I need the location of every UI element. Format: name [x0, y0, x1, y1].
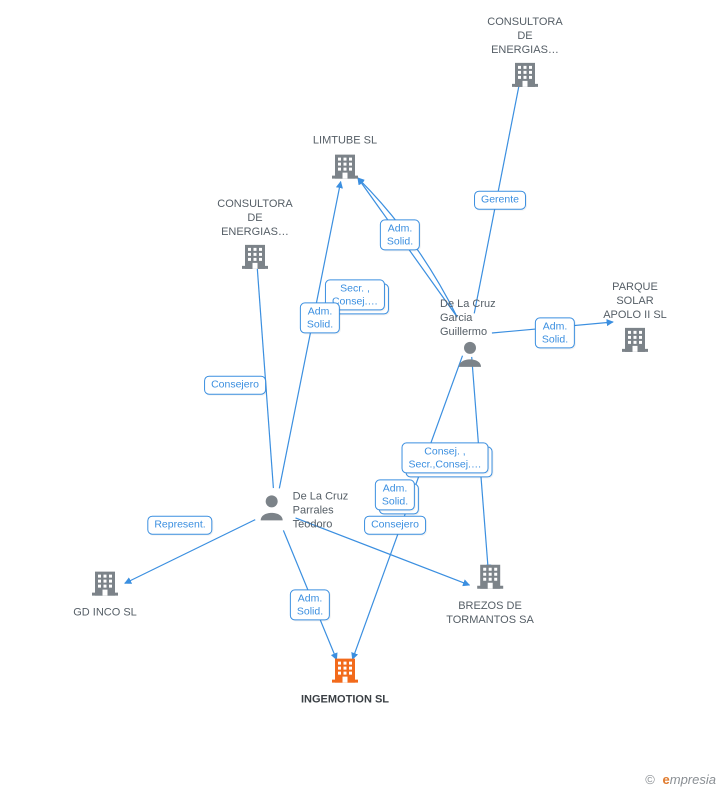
edge-label[interactable]: Gerente	[474, 191, 526, 210]
company-node-parque[interactable]: PARQUE SOLAR APOLO II SL	[595, 279, 675, 361]
brand-e: e	[663, 772, 670, 787]
person-node-guillermo[interactable]: De La Cruz Garcia Guillermo	[430, 296, 510, 374]
node-label: BREZOS DE TORMANTOS SA	[446, 600, 534, 628]
edge-label[interactable]: Consejero	[364, 516, 426, 535]
node-label: De La Cruz Garcia Guillermo	[440, 298, 520, 339]
edge-line	[257, 259, 274, 488]
person-node-teodoro[interactable]: De La Cruz Parrales Teodoro	[257, 488, 349, 531]
edge-label[interactable]: Consejero	[204, 376, 266, 395]
company-node-gdinco[interactable]: GD INCO SL	[65, 566, 145, 621]
edge-label[interactable]: Adm. Solid.	[380, 219, 420, 250]
building-icon	[301, 653, 389, 692]
edge-label[interactable]: Adm. Solid.	[300, 302, 340, 333]
building-icon	[485, 57, 565, 96]
watermark: © empresia	[645, 772, 716, 787]
node-label: INGEMOTION SL	[301, 694, 389, 708]
building-icon	[215, 239, 295, 278]
edge-label[interactable]: Adm. Solid.	[375, 479, 415, 510]
node-label: De La Cruz Parrales Teodoro	[293, 490, 349, 531]
person-icon	[257, 493, 287, 528]
node-label: LIMTUBE SL	[305, 135, 385, 149]
company-node-limtube[interactable]: LIMTUBE SL	[305, 133, 385, 188]
company-node-consultora1[interactable]: CONSULTORA DE ENERGIAS…	[485, 14, 565, 96]
building-icon	[595, 322, 675, 361]
company-node-ingemotion[interactable]: INGEMOTION SL	[301, 653, 389, 708]
building-icon	[446, 559, 534, 598]
network-diagram: GerenteAdm. Solid.Secr. , Consej.…Secr. …	[0, 0, 728, 795]
building-icon	[65, 566, 145, 605]
edge-label[interactable]: Adm. Solid.	[535, 317, 575, 348]
node-label: PARQUE SOLAR APOLO II SL	[595, 281, 675, 322]
node-label: CONSULTORA DE ENERGIAS…	[485, 16, 565, 57]
edge-label[interactable]: Represent.	[147, 516, 212, 535]
edge-label[interactable]: Consej. , Secr.,Consej.…	[402, 442, 489, 473]
building-icon	[305, 148, 385, 187]
copyright-symbol: ©	[645, 772, 655, 787]
node-label: GD INCO SL	[65, 607, 145, 621]
person-icon	[430, 339, 510, 374]
node-label: CONSULTORA DE ENERGIAS…	[215, 198, 295, 239]
edge-label[interactable]: Adm. Solid.	[290, 589, 330, 620]
company-node-brezos[interactable]: BREZOS DE TORMANTOS SA	[446, 559, 534, 628]
brand-rest: mpresia	[670, 772, 716, 787]
company-node-consultora2[interactable]: CONSULTORA DE ENERGIAS…	[215, 196, 295, 278]
